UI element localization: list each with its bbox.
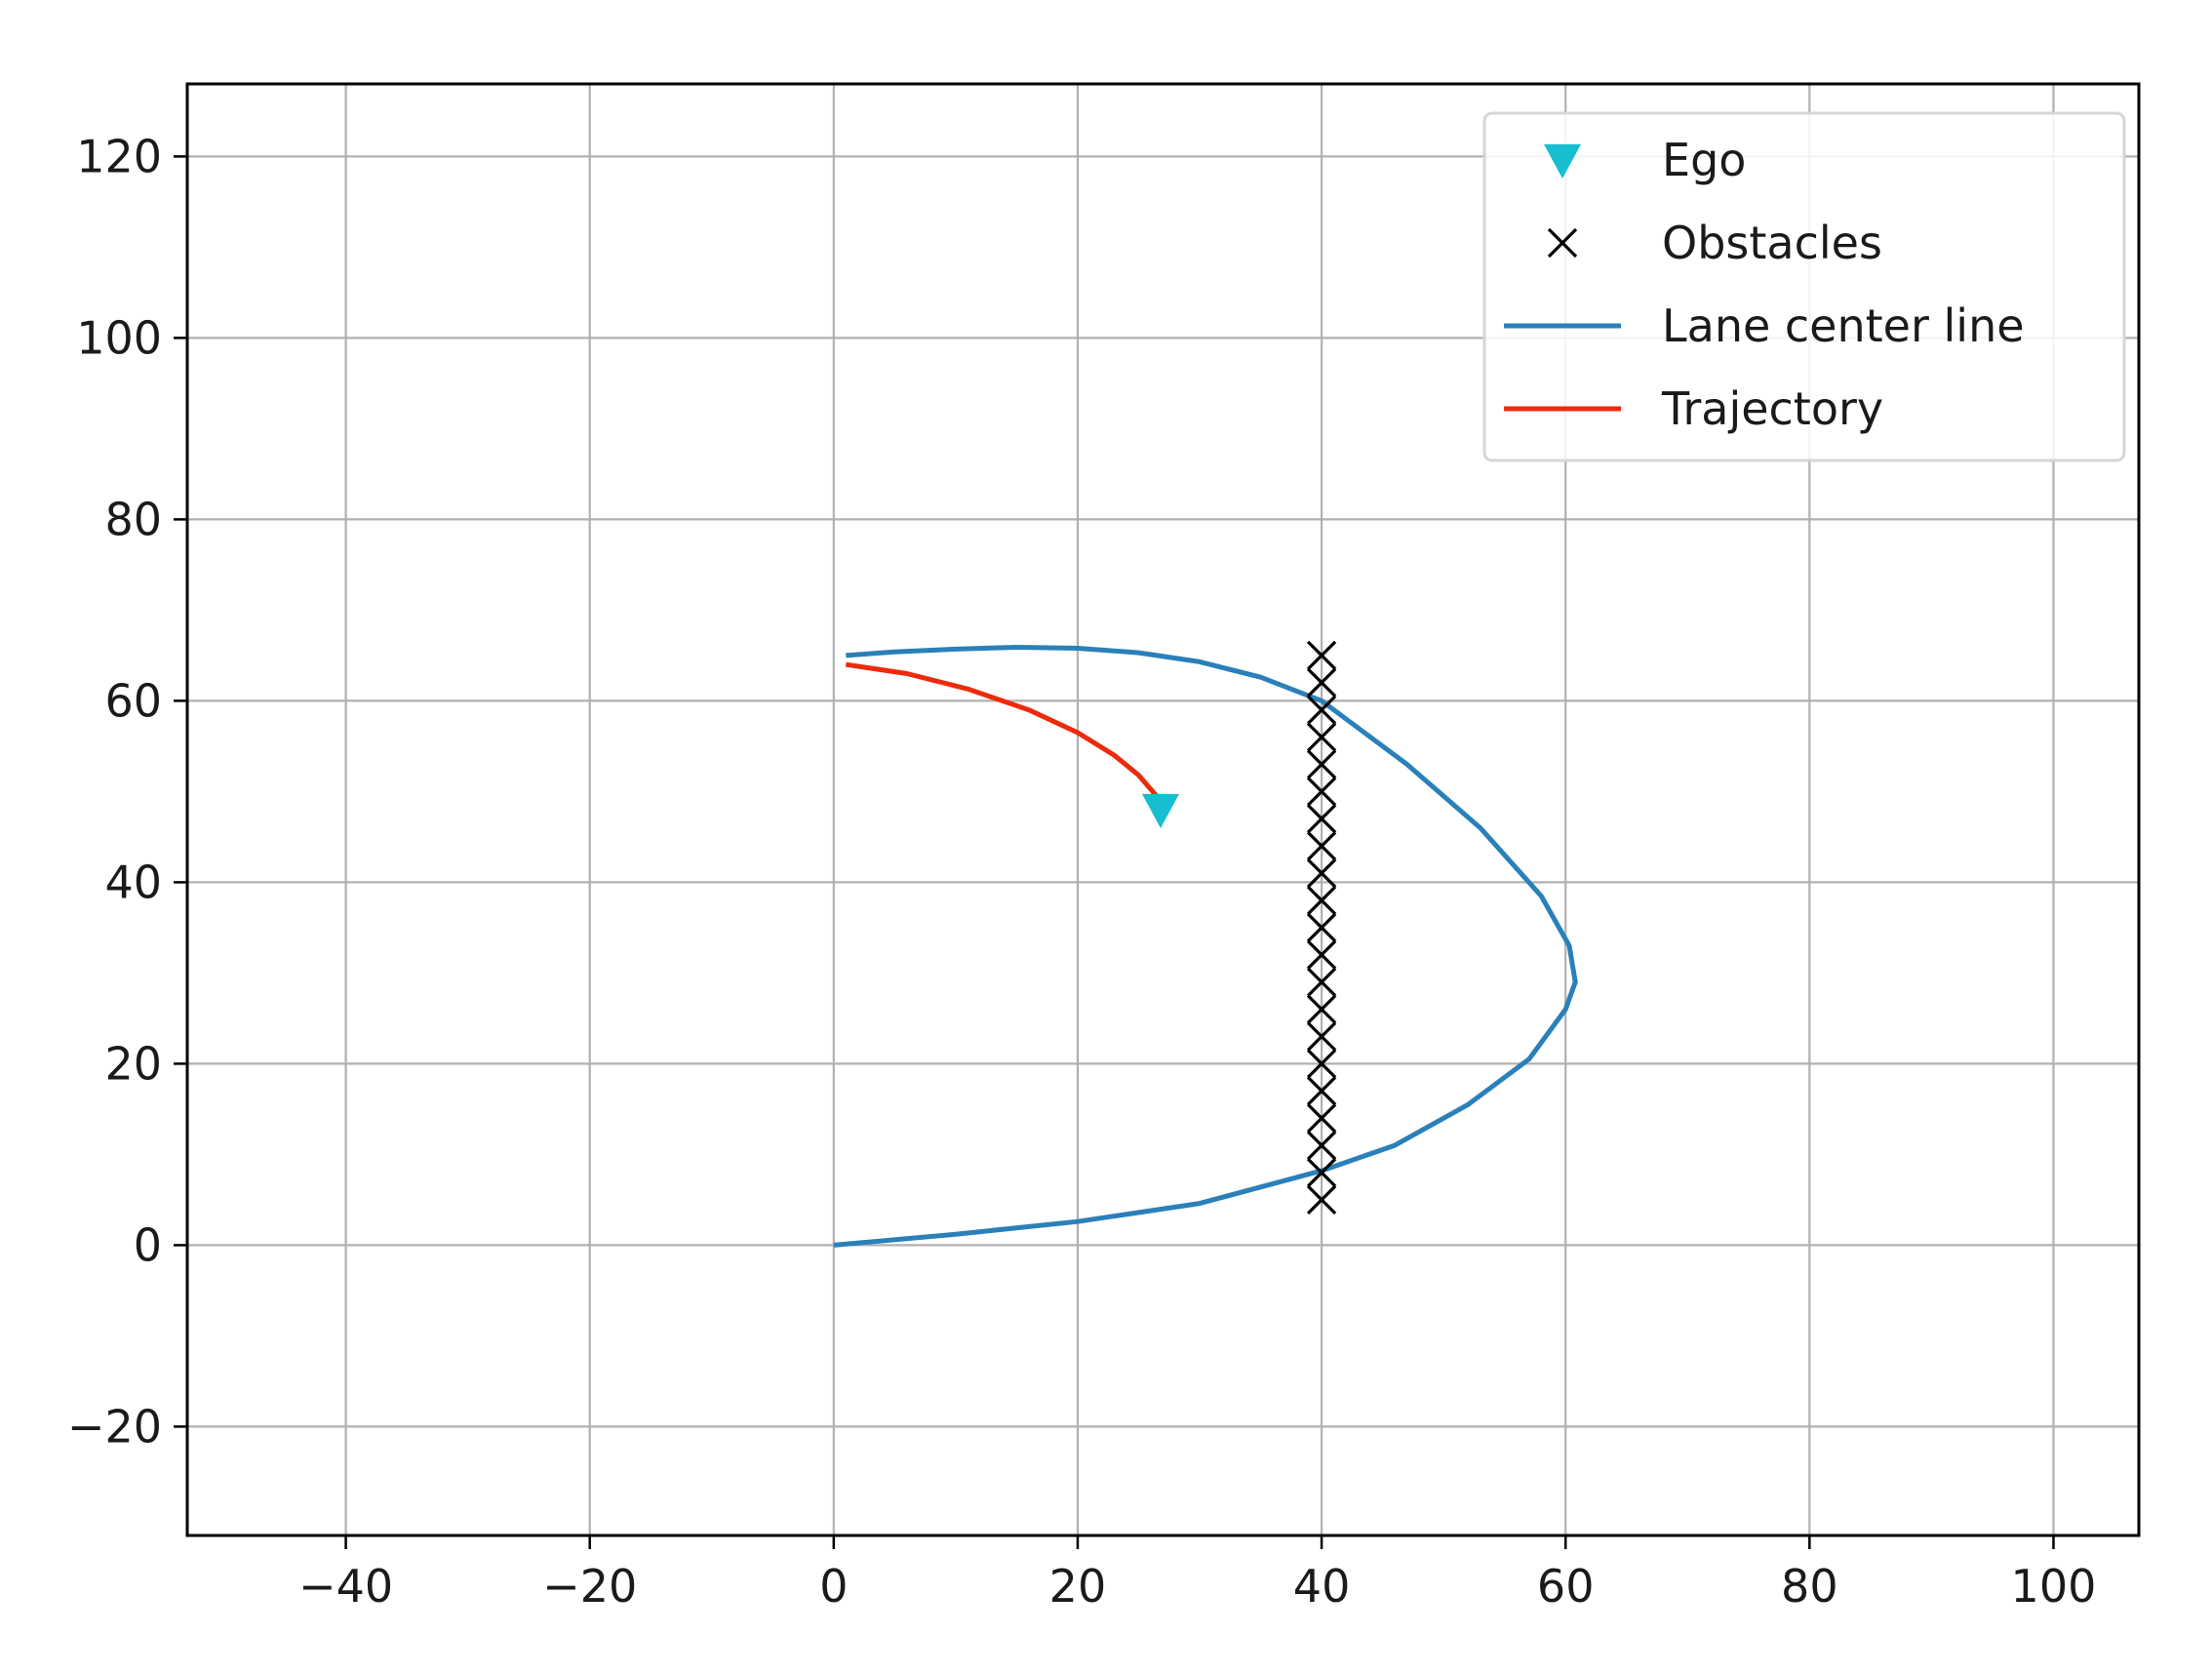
x-marker-stroke <box>1306 939 1337 970</box>
obstacles-marker <box>1306 1103 1337 1134</box>
x-marker-stroke <box>1306 1076 1337 1106</box>
y-tick-label: 100 <box>76 311 162 364</box>
x-marker-stroke <box>1306 640 1337 671</box>
x-marker-stroke <box>1306 967 1337 997</box>
obstacles-marker <box>1306 777 1337 807</box>
obstacles-marker <box>1306 1021 1337 1052</box>
x-marker-stroke <box>1306 1103 1337 1134</box>
x-marker-stroke <box>1306 804 1337 834</box>
obstacles-marker <box>1306 912 1337 943</box>
legend: Ego Obstacles Lane center line Trajectory <box>1482 111 2126 462</box>
obstacles-marker <box>1306 695 1337 725</box>
x-tick-label: 100 <box>2011 1560 2097 1613</box>
obstacles-marker <box>1306 885 1337 916</box>
data-layer <box>833 640 1578 1248</box>
obstacles-marker <box>1306 1157 1337 1188</box>
x-marker-stroke <box>1306 912 1337 943</box>
obstacles-marker <box>1306 749 1337 779</box>
obstacles-marker <box>1306 831 1337 861</box>
y-tick-label: −20 <box>67 1400 162 1453</box>
y-tick-label: 0 <box>134 1218 162 1271</box>
legend-box <box>1482 111 2126 462</box>
x-marker-stroke <box>1306 1021 1337 1052</box>
x-marker-stroke <box>1306 667 1337 698</box>
obstacles-marker <box>1306 1130 1337 1161</box>
x-tick-label: −40 <box>298 1560 393 1613</box>
x-marker-stroke <box>1306 994 1337 1024</box>
x-marker-stroke <box>1306 857 1337 889</box>
plot-frame <box>185 82 2141 1537</box>
obstacles-marker <box>1306 804 1337 834</box>
obstacles-marker <box>1306 667 1337 698</box>
y-tick-label: 20 <box>104 1037 162 1090</box>
obstacles-marker <box>1306 994 1337 1024</box>
x-tick-label: 60 <box>1537 1560 1595 1613</box>
x-tick-label: 40 <box>1293 1560 1351 1613</box>
obstacles-marker <box>1306 1076 1337 1106</box>
y-tick-label: 120 <box>76 130 162 182</box>
obstacles-marker <box>1306 939 1337 970</box>
obstacles-marker <box>1306 967 1337 997</box>
legend-label: Lane center line <box>1662 299 2025 352</box>
obstacles-marker <box>1306 857 1337 889</box>
x-tick-label: 80 <box>1781 1560 1838 1613</box>
x-marker-stroke <box>1306 777 1337 807</box>
x-marker-stroke <box>1306 722 1337 752</box>
x-marker-stroke <box>1306 1157 1337 1188</box>
legend-handle-triangle <box>1544 143 1581 179</box>
ego-marker <box>1141 793 1179 828</box>
legend-label: Trajectory <box>1661 382 1883 435</box>
x-marker-stroke <box>1306 1184 1337 1216</box>
x-marker-stroke <box>1306 1130 1337 1161</box>
x-marker-stroke <box>1306 749 1337 779</box>
x-marker-stroke <box>1306 695 1337 725</box>
x-tick-label: −20 <box>542 1560 637 1613</box>
legend-label: Obstacles <box>1662 217 1882 269</box>
x-marker-stroke <box>1306 885 1337 916</box>
tick-layer: −40 −20 0 20 40 60 80 100 −20 0 20 40 60 80 100 120 <box>67 130 2096 1613</box>
obstacles-marker <box>1306 722 1337 752</box>
y-tick-label: 60 <box>104 674 162 727</box>
obstacles-marker <box>1306 640 1337 671</box>
x-tick-label: 0 <box>819 1560 848 1613</box>
legend-handle-x <box>1547 227 1578 259</box>
lane-center-line-line <box>833 645 1578 1248</box>
x-marker-stroke <box>1306 1049 1337 1079</box>
obstacles-marker <box>1306 1049 1337 1079</box>
legend-label: Ego <box>1662 134 1746 186</box>
obstacles-marker <box>1306 1184 1337 1216</box>
x-tick-label: 20 <box>1049 1560 1107 1613</box>
y-tick-label: 40 <box>104 856 162 908</box>
x-marker-stroke <box>1547 227 1578 259</box>
trajectory-line <box>845 661 1163 803</box>
x-marker-stroke <box>1306 831 1337 861</box>
y-tick-label: 80 <box>104 493 162 545</box>
